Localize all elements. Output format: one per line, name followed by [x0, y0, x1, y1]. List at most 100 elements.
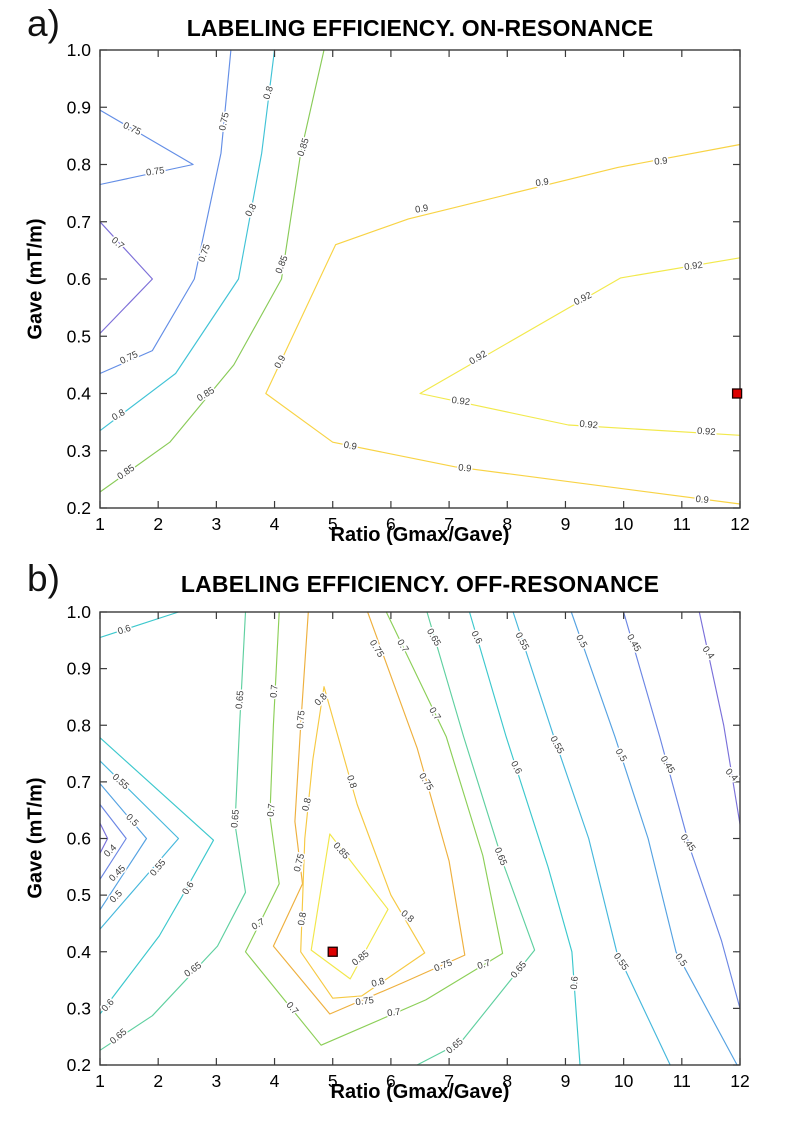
contour-label-0.8: 0.8	[344, 774, 359, 790]
contour-label-0.6: 0.6	[468, 629, 484, 646]
contour-label-0.9: 0.9	[343, 440, 358, 453]
contour-label-0.75: 0.75	[121, 120, 142, 138]
contour-label-0.7: 0.7	[266, 803, 278, 817]
contour-label-0.5: 0.5	[672, 952, 689, 969]
contour-label-0.4: 0.4	[700, 644, 717, 661]
contour-label-0.6: 0.6	[116, 623, 132, 638]
y-tick-label: 1.0	[67, 40, 92, 60]
contour-label-0.8: 0.8	[370, 976, 386, 990]
contour-line-0.75	[272, 611, 466, 1015]
x-tick-label: 12	[730, 1071, 749, 1091]
y-tick-label: 0.4	[67, 384, 92, 404]
contour-label-0.9: 0.9	[695, 494, 709, 506]
contour-line-0.5	[99, 783, 148, 911]
contour-label-0.92: 0.92	[451, 395, 471, 408]
contour-label-0.65: 0.65	[444, 1036, 465, 1056]
contour-plot-off-resonance: 1 2 3 4 5 6 7 8 9 10 11 120.20.30.40.50.60.70.80.91…	[67, 602, 750, 1091]
optimum-marker	[731, 388, 743, 399]
contour-label-0.75: 0.75	[355, 995, 375, 1008]
contour-label-0.75: 0.75	[118, 349, 139, 367]
contour-line-0.6	[99, 737, 215, 1015]
contour-label-0.85: 0.85	[296, 137, 312, 158]
contour-line-0.6	[468, 611, 581, 1066]
contour-label-0.65: 0.65	[509, 959, 529, 980]
panel-b-tag: b)	[27, 558, 60, 599]
x-tick-label: 9	[561, 1071, 571, 1091]
contour-label-0.45: 0.45	[107, 863, 128, 884]
contour-line-0.8	[99, 49, 276, 432]
contour-plot-on-resonance: 1 2 3 4 5 6 7 8 9 10 11 120.20.30.40.50.60.70.80.91…	[67, 40, 750, 534]
y-axis-label-a: Gave (mT/m)	[24, 218, 47, 340]
contour-label-0.55: 0.55	[513, 631, 531, 652]
x-tick-label: 2	[153, 1071, 163, 1091]
x-tick-label: 1	[95, 1071, 105, 1091]
contour-line-0.9	[265, 143, 741, 505]
contour-label-0.9: 0.9	[535, 176, 550, 189]
contour-line-0.65	[416, 611, 536, 1066]
y-tick-label: 0.3	[67, 441, 91, 461]
contour-line-0.85	[310, 833, 389, 980]
x-tick-label: 8	[502, 1071, 512, 1091]
contour-label-0.75: 0.75	[416, 771, 435, 793]
contour-label-0.8: 0.8	[300, 797, 314, 812]
x-tick-label: 2	[153, 514, 163, 534]
contour-label-0.45: 0.45	[658, 754, 677, 776]
y-tick-label: 0.7	[67, 212, 91, 232]
y-tick-label: 0.3	[67, 998, 91, 1018]
contour-label-0.75: 0.75	[196, 243, 213, 264]
contour-label-0.6: 0.6	[508, 759, 524, 776]
contour-label-0.92: 0.92	[697, 426, 716, 438]
x-tick-label: 6	[386, 1071, 396, 1091]
contour-line-0.75	[99, 109, 194, 186]
contour-label-0.65: 0.65	[182, 960, 203, 980]
y-tick-label: 0.5	[67, 326, 91, 346]
contour-label-0.9: 0.9	[414, 203, 429, 216]
panel-b-title: LABELING EFFICIENCY. OFF-RESONANCE	[180, 571, 660, 597]
contour-label-0.8: 0.8	[296, 911, 309, 926]
contour-label-0.92: 0.92	[467, 349, 489, 368]
x-tick-label: 7	[444, 1071, 454, 1091]
contour-label-0.75: 0.75	[295, 710, 308, 729]
contour-line-0.45	[623, 611, 741, 1009]
y-axis-label-b: Gave (mT/m)	[24, 777, 47, 899]
plot-box	[99, 49, 741, 509]
contour-label-0.65: 0.65	[229, 809, 242, 828]
contour-label-0.85: 0.85	[274, 254, 291, 275]
contour-label-0.65: 0.65	[492, 846, 509, 867]
x-axis-label-b: Ratio (Gmax/Gave)	[330, 1081, 510, 1103]
x-axis-label-a: Ratio (Gmax/Gave)	[330, 524, 510, 546]
contour-label-0.9: 0.9	[272, 354, 288, 371]
contour-label-0.55: 0.55	[548, 734, 566, 755]
contour-label-0.65: 0.65	[108, 1027, 129, 1047]
x-tick-label: 4	[270, 514, 280, 534]
contour-label-0.5: 0.5	[573, 633, 589, 650]
contour-label-0.45: 0.45	[624, 632, 643, 654]
contour-label-0.6: 0.6	[569, 976, 581, 990]
contour-label-0.7: 0.7	[426, 705, 442, 722]
contour-label-0.85: 0.85	[115, 463, 136, 483]
y-tick-label: 1.0	[67, 602, 92, 622]
contour-line-0.8	[300, 686, 426, 999]
contour-label-0.9: 0.9	[458, 462, 472, 474]
x-tick-label: 11	[673, 514, 691, 534]
contour-label-0.4: 0.4	[723, 767, 740, 784]
contour-label-0.7: 0.7	[250, 917, 267, 933]
y-tick-label: 0.8	[67, 715, 91, 735]
contour-label-0.75: 0.75	[367, 638, 386, 660]
x-tick-label: 12	[730, 514, 749, 534]
contour-line-0.6	[99, 611, 180, 639]
contour-label-0.75: 0.75	[292, 852, 307, 873]
contour-line-0.4	[698, 611, 741, 825]
x-tick-label: 8	[502, 514, 512, 534]
x-tick-label: 3	[211, 1071, 221, 1091]
contour-label-0.75: 0.75	[145, 165, 165, 178]
contour-label-0.92: 0.92	[684, 260, 704, 273]
y-tick-label: 0.6	[67, 829, 91, 849]
contour-label-0.45: 0.45	[678, 832, 698, 853]
x-tick-label: 11	[673, 1071, 691, 1091]
contour-label-0.8: 0.8	[261, 85, 276, 101]
contour-line-0.45	[99, 803, 127, 880]
x-tick-label: 4	[270, 1071, 280, 1091]
contour-label-0.85: 0.85	[350, 948, 371, 968]
contour-label-0.7: 0.7	[476, 958, 492, 973]
